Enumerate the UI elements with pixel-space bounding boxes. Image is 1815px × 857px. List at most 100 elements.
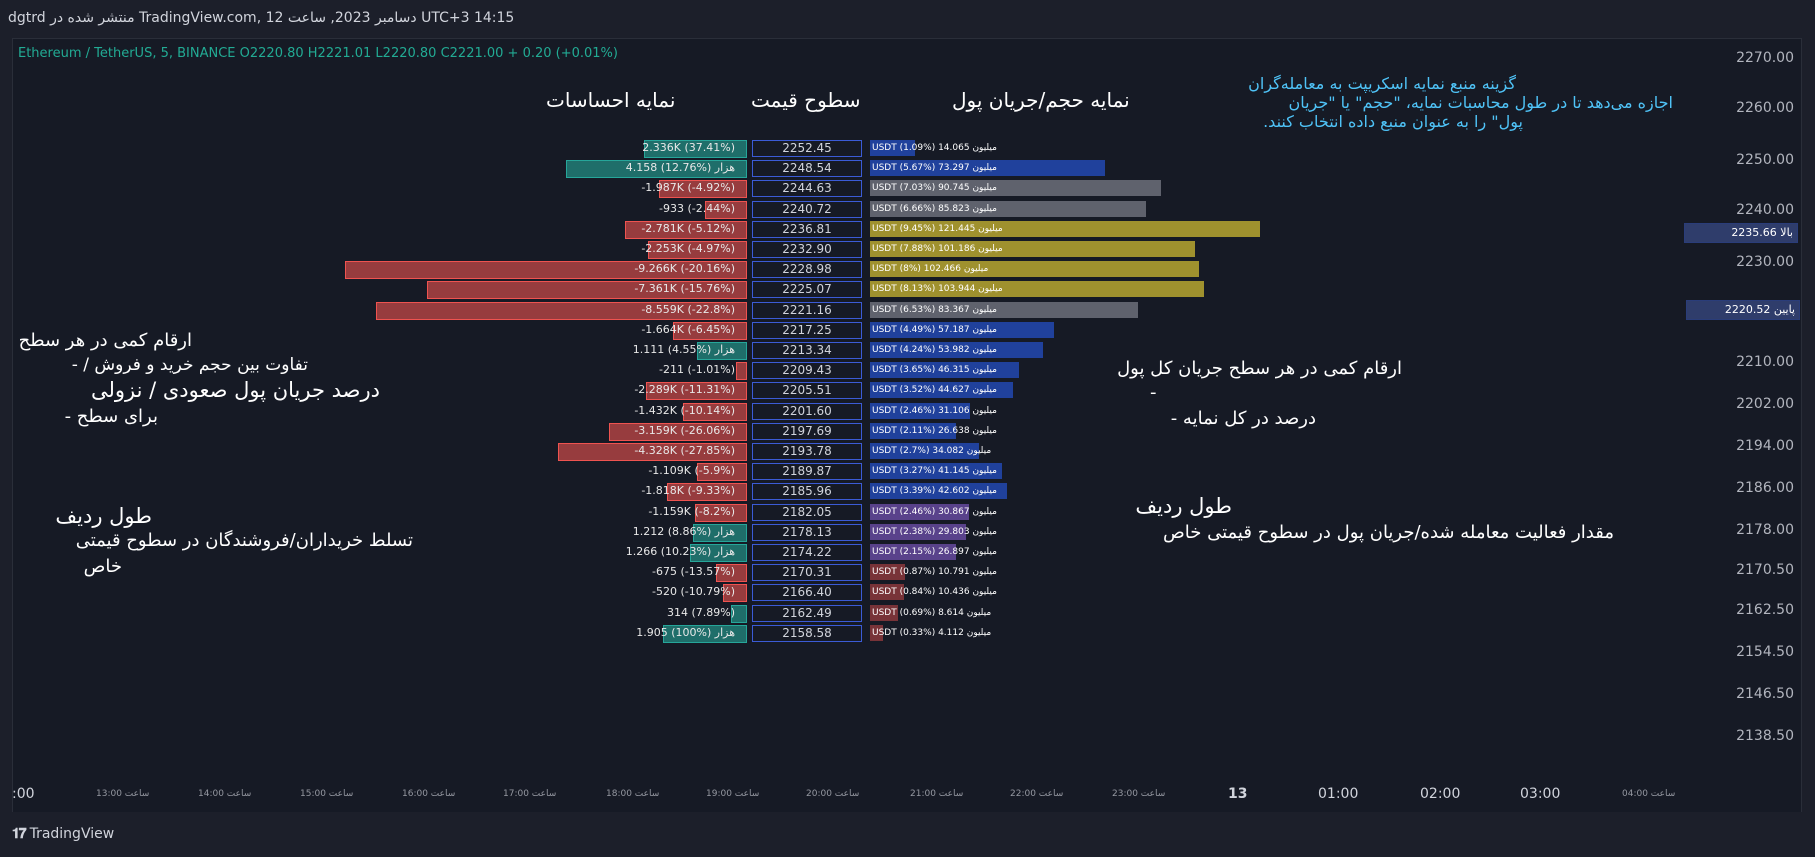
volume-label: USDT (8%) میلیون 102.466 xyxy=(872,264,989,275)
source-note-line-3: پول" را به عنوان منبع داده انتخاب کنند. xyxy=(1263,112,1523,131)
price-level-cell: 2240.72 xyxy=(752,200,862,218)
sentiment-label: -211 (-1.01%) xyxy=(659,363,735,377)
price-level-cell: 2236.81 xyxy=(752,220,862,238)
sentiment-bar xyxy=(673,321,747,340)
time-axis-label: ساعت 17:00 xyxy=(503,789,557,799)
sentiment-bar xyxy=(608,422,747,441)
volume-bar xyxy=(870,160,1106,177)
price-level-cell: 2217.25 xyxy=(752,321,862,339)
price-axis-label: 2154.50 xyxy=(1736,644,1794,660)
sentiment-bar xyxy=(565,160,747,179)
source-note-line-2: اجازه می‌دهد تا در طول محاسبات نمایه، "ح… xyxy=(1288,93,1673,112)
volume-bar xyxy=(870,220,1260,237)
time-axis-label: ساعت 19:00 xyxy=(706,789,760,799)
source-note-line-1: گزینه منبع نمایه اسکریپت به معامله‌گران xyxy=(1248,74,1516,93)
sentiment-bar xyxy=(715,564,747,583)
tv-logo-icon: 𝟏𝟕 xyxy=(12,826,27,842)
sentiment-label: -520 (-10.79%) xyxy=(652,585,735,599)
volume-label: USDT (2.38%) میلیون 29.803 xyxy=(872,526,997,537)
left-quant-title: ارقام کمی در هر سطح xyxy=(18,330,192,351)
time-axis-major-label: 13 xyxy=(1228,786,1248,802)
price-axis-label: 2170.50 xyxy=(1736,562,1794,578)
volume-label: USDT (5.67%) میلیون 73.297 xyxy=(872,163,997,174)
sentiment-bar xyxy=(659,180,747,199)
sentiment-bar xyxy=(692,523,747,542)
volume-bar xyxy=(870,503,970,520)
volume-bar xyxy=(870,584,904,601)
price-level-cell: 2158.58 xyxy=(752,624,862,642)
left-quant-line-1: تفاوت بین حجم خرید و فروش / - xyxy=(71,355,308,375)
time-axis-label: ساعت 16:00 xyxy=(402,789,456,799)
publish-info: dgtrd منتشر شده در TradingView.com, 12 د… xyxy=(8,10,515,26)
price-axis-label: 2202.00 xyxy=(1736,396,1794,412)
right-quant-title: ارقام کمی در هر سطح جریان کل پول xyxy=(1117,358,1402,379)
time-axis-major-label: :00 xyxy=(12,786,35,802)
price-level-cell: 2185.96 xyxy=(752,483,862,501)
volume-label: USDT (0.69%) میلیون 8.614 xyxy=(872,607,992,618)
sentiment-label: 2.336K (37.41%) xyxy=(642,141,735,154)
volume-bar xyxy=(870,422,956,439)
sentiment-label: -675 (-13.57%) xyxy=(652,565,735,579)
sentiment-bar xyxy=(647,241,747,259)
price-axis-label: 2194.00 xyxy=(1736,438,1794,454)
price-levels-heading: سطوح قیمت xyxy=(751,88,861,112)
right-quant-line-1: - xyxy=(1150,382,1157,403)
price-level-cell: 2213.34 xyxy=(752,342,862,359)
sentiment-bar xyxy=(345,261,747,280)
right-row-title: طول ردیف xyxy=(1135,494,1232,518)
sentiment-bar xyxy=(731,604,747,623)
tradingview-logo[interactable]: 𝟏𝟕 TradingView xyxy=(12,826,114,842)
price-level-cell: 2252.45 xyxy=(752,140,862,157)
time-axis-label: ساعت 18:00 xyxy=(606,789,660,799)
left-row-line-1: تسلط خریداران/فروشندگان در سطوح قیمتی xyxy=(75,530,413,551)
volume-label: USDT (2.7%) میلیون 34.082 xyxy=(872,446,992,456)
right-quant-line-2: درصد در کل نمایه - xyxy=(1170,408,1316,429)
volume-label: USDT (3.52%) میلیون 44.627 xyxy=(872,385,997,396)
price-level-cell: 2209.43 xyxy=(752,362,862,380)
sentiment-label: 4.158 هزار (%12.76) xyxy=(625,161,735,175)
volume-bar xyxy=(870,382,1014,399)
volume-label: USDT (6.53%) میلیون 83.367 xyxy=(872,304,997,315)
price-level-cell: 2197.69 xyxy=(752,422,862,440)
sentiment-label: -9.266K (-20.16%) xyxy=(634,262,735,276)
price-level-cell: 2166.40 xyxy=(752,584,862,602)
sentiment-label: -2.781K (-5.12%) xyxy=(641,221,735,235)
left-quant-line-3: برای سطح - xyxy=(64,406,158,427)
left-quant-line-2: درصد جریان پول صعودی / نزولی xyxy=(90,378,380,402)
price-level-cell: 2244.63 xyxy=(752,180,862,198)
price-axis-label: 2230.00 xyxy=(1736,254,1794,270)
price-axis-label: 2186.00 xyxy=(1736,480,1794,496)
volume-bar xyxy=(870,281,1204,298)
volume-bar xyxy=(870,241,1195,257)
sentiment-bar xyxy=(558,443,747,461)
volume-bar xyxy=(870,564,905,581)
volume-label: USDT (7.03%) میلیون 90.745 xyxy=(872,183,997,194)
brand-name: TradingView xyxy=(29,826,115,842)
sentiment-label: -3.159K (-26.06%) xyxy=(634,423,735,437)
sentiment-bar xyxy=(694,503,747,522)
sentiment-label: 314 (7.89%) xyxy=(666,605,735,619)
high-price-tag: بالا 2235.66 xyxy=(1684,223,1798,243)
sentiment-profile-heading: نمایه احساسات xyxy=(546,88,676,112)
volume-label: USDT (6.66%) میلیون 85.823 xyxy=(872,203,997,214)
price-axis-label: 2260.00 xyxy=(1736,100,1794,116)
volume-bar xyxy=(870,140,916,156)
price-level-cell: 2193.78 xyxy=(752,443,862,460)
volume-bar xyxy=(870,342,1044,358)
volume-label: USDT (2.46%) میلیون 30.867 xyxy=(872,506,997,517)
left-row-line-2: خاص xyxy=(83,556,122,577)
sentiment-label: -1.818K (-9.33%) xyxy=(641,484,735,498)
price-axis-label: 2138.50 xyxy=(1736,728,1794,744)
price-level-cell: 2178.13 xyxy=(752,523,862,541)
time-axis-major-label: 01:00 xyxy=(1318,786,1359,802)
price-axis-label: 2146.50 xyxy=(1736,686,1794,702)
time-axis-major-label: 02:00 xyxy=(1420,786,1461,802)
sentiment-bar xyxy=(697,342,747,360)
volume-bar xyxy=(870,200,1146,217)
sentiment-bar xyxy=(646,382,747,401)
price-level-cell: 2248.54 xyxy=(752,160,862,178)
sentiment-bar xyxy=(722,584,747,603)
sentiment-label: -933 (-2.44%) xyxy=(659,201,735,215)
sentiment-label: -2.253K (-4.97%) xyxy=(641,242,735,255)
price-level-cell: 2189.87 xyxy=(752,463,862,481)
